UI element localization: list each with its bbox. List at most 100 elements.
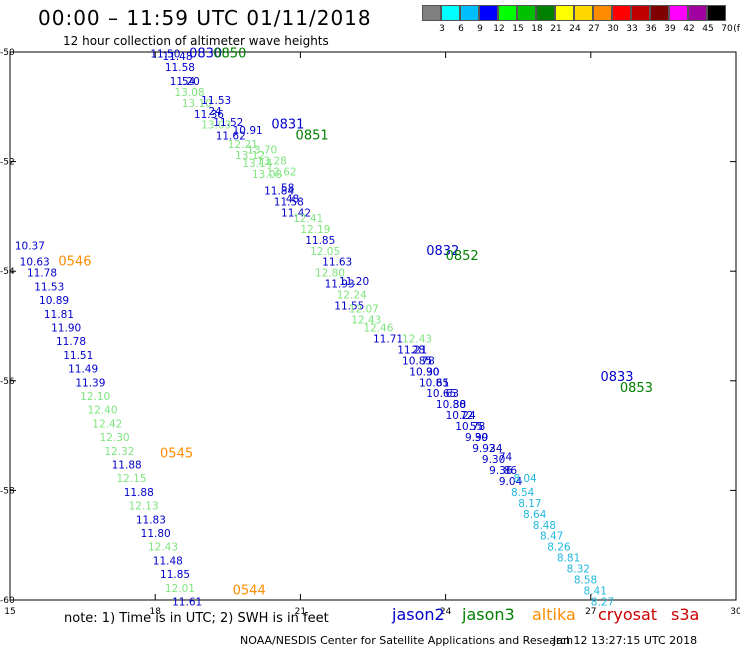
data-label: 13.28 [257,155,287,167]
data-label: 12.24 [337,290,367,302]
data-label: 11.39 [75,377,105,389]
data-label: 12.41 [293,213,323,225]
legend-jason3: jason3 [462,605,515,624]
y-tick-label: -54 [0,267,15,277]
pass-time-label: 0830 [189,46,222,61]
scale-label: 42 [683,24,695,34]
data-label: 11.55 [334,301,364,313]
scale-label: 30 [607,24,619,34]
data-label: 11.53 [34,281,64,293]
y-tick-label: -50 [0,48,15,58]
data-label: 10.24 [446,410,476,422]
data-label: 11.52 [213,117,243,129]
data-label: 11.78 [56,336,86,348]
data-label: 10.85 [402,355,432,367]
data-label: 12.32 [104,446,134,458]
data-label: 38 [453,399,466,411]
data-label: 12.30 [100,432,130,444]
data-label: 11.21 [397,344,427,356]
data-label: 12.42 [92,418,122,430]
data-label: 86 [504,465,518,477]
y-tick-label: -56 [0,377,15,387]
data-label: 10.65 [426,388,456,400]
data-label: 8.81 [557,553,580,565]
pass-time-label: 0544 [233,584,266,599]
plot-frame [9,51,737,601]
data-label: 12.01 [165,583,195,595]
scale-unit-label: (ft) [733,24,740,34]
data-label: 11.61 [172,596,202,608]
legend-jason2: jason2 [392,605,445,624]
data-label: 12.15 [116,473,146,485]
data-label: 12.21 [228,139,258,151]
data-label: 8.32 [567,564,590,576]
x-tick-label: 21 [295,607,306,617]
data-label: 72 [460,410,473,422]
data-label: 11.62 [216,131,246,143]
scale-label: 6 [458,24,464,34]
chart-title: 00:00 – 11:59 UTC 01/11/2018 [38,6,372,30]
data-label: 12.46 [363,322,393,334]
data-label: 8.58 [574,575,597,587]
data-label: 11.51 [63,350,93,362]
scale-swatch [422,5,441,21]
pass-time-label: 0833 [600,370,633,385]
scale-swatch [612,5,631,21]
data-label: 8.48 [533,520,556,532]
x-tick-label: 27 [585,607,596,617]
data-label: 10.89 [39,295,69,307]
data-label: 9.92 [472,443,495,455]
data-label: 12.07 [349,303,379,315]
scale-swatch [498,5,517,21]
data-label: 8.41 [584,586,607,598]
scale-swatch [631,5,650,21]
data-label: 8.54 [511,487,535,499]
data-label: 13.70 [247,144,277,156]
data-label: 55 [470,421,483,433]
scale-label: 12 [493,24,505,34]
scale-swatch [517,5,536,21]
scale-label: 39 [664,24,676,34]
data-label: 11.50 [150,48,180,60]
x-tick-label: 30 [730,607,740,617]
scale-swatch [574,5,593,21]
data-label: 12.43 [351,314,381,326]
pass-time-label: 0852 [446,249,479,264]
data-label: 9.36 [489,465,513,477]
data-label: 61 [436,377,449,389]
data-label: 30 [426,366,439,378]
data-label: 11.48 [162,51,192,63]
data-label: 8.04 [513,473,537,485]
data-label: 9.04 [499,476,523,488]
scale-swatch [479,5,498,21]
data-label: 13.03 [201,120,231,132]
pass-time-label: 0853 [620,381,653,396]
data-label: 74 [499,451,513,463]
data-label: 13.14 [242,158,272,170]
data-label: 10.80 [436,399,466,411]
pass-time-label: 0546 [58,255,91,270]
data-label: 11.81 [44,309,74,321]
data-label: 11.58 [165,62,195,74]
y-tick-label: -58 [0,486,15,496]
data-label: 11.20 [339,276,369,288]
scale-swatch [536,5,555,21]
data-label: 78 [421,355,434,367]
scale-swatch [688,5,707,21]
data-label: 10.63 [20,257,50,269]
data-label: 9.30 [482,454,505,466]
scale-swatch [593,5,612,21]
data-label: 11.80 [141,528,171,540]
data-label: 12.80 [315,268,345,280]
data-label: 13.08 [252,169,282,181]
data-label: 11.71 [373,333,403,345]
pass-time-label: 0545 [160,447,193,462]
data-label: 12.10 [80,391,110,403]
data-label: 11.90 [51,322,81,334]
data-label: 11.53 [201,95,231,107]
data-label: 12.19 [300,224,330,236]
data-label: 8.47 [540,531,563,543]
pass-time-label: 0850 [213,46,246,61]
data-label: 58 [281,183,294,195]
x-tick-label: 24 [440,607,452,617]
